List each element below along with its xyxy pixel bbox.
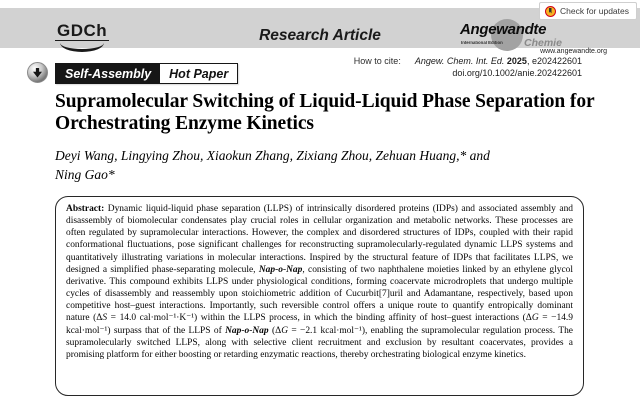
abstract-box: Abstract: Dynamic liquid-liquid phase se…	[55, 196, 584, 396]
author-list-line2: Ning Gao*	[55, 167, 115, 182]
angewandte-edition-label: International Edition	[461, 41, 503, 46]
citation-block: How to cite: Angew. Chem. Int. Ed. 2025,…	[354, 56, 582, 78]
crossmark-icon	[545, 5, 557, 17]
citation-year: 2025	[506, 56, 527, 66]
author-list: Deyi Wang, Lingying Zhou, Xiaokun Zhang,…	[55, 146, 600, 184]
article-type-heading: Research Article	[259, 27, 381, 44]
how-to-cite-label: How to cite:	[353, 56, 401, 66]
author-list-line1: Deyi Wang, Lingying Zhou, Xiaokun Zhang,…	[55, 148, 490, 163]
citation-article-id: , e202422601	[526, 56, 582, 66]
keyword-badge: Self-Assembly	[56, 64, 161, 83]
topic-badges: Self-Assembly Hot Paper	[55, 63, 239, 84]
citation-reference: Angew. Chem. Int. Ed. 2025, e202422601	[415, 56, 582, 66]
check-for-updates-label: Check for updates	[560, 6, 629, 16]
check-for-updates-button[interactable]: Check for updates	[539, 2, 637, 20]
angewandte-logo: Angewandte International Edition Chemie …	[460, 19, 615, 58]
download-sphere-icon	[27, 62, 48, 83]
angewandte-logo-circle	[491, 19, 523, 51]
article-title: Supramolecular Switching of Liquid-Liqui…	[55, 91, 600, 134]
citation-journal: Angew. Chem. Int. Ed.	[414, 56, 505, 66]
hot-paper-badge: Hot Paper	[160, 64, 238, 83]
abstract-text: Abstract: Dynamic liquid-liquid phase se…	[66, 204, 574, 360]
angewandte-logo-name: Angewandte	[460, 21, 547, 38]
journal-header-bar: GDCh Research Article Angewandte Interna…	[0, 8, 640, 55]
gdch-logo-arc	[60, 42, 105, 52]
gdch-logo: GDCh	[55, 21, 110, 52]
angewandte-website-link: www.angewandte.org	[540, 48, 607, 55]
doi-link[interactable]: doi.org/10.1002/anie.202422601	[452, 68, 582, 78]
down-arrow-icon	[33, 67, 42, 78]
gdch-logo-text: GDCh	[55, 21, 110, 41]
article-title-line2: Orchestrating Enzyme Kinetics	[55, 112, 314, 134]
angewandte-chemie-label: Chemie	[524, 37, 562, 49]
article-title-line1: Supramolecular Switching of Liquid-Liqui…	[55, 91, 595, 112]
